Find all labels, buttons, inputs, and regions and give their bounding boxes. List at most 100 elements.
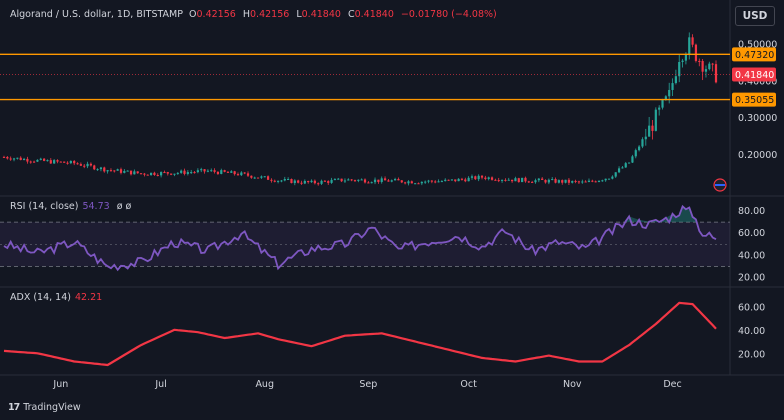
candle-body bbox=[126, 170, 129, 172]
candle-body bbox=[29, 161, 32, 163]
high-label: H bbox=[242, 9, 250, 20]
candle-body bbox=[544, 179, 547, 183]
candle-body bbox=[303, 180, 306, 184]
candle-body bbox=[89, 163, 93, 166]
candle-body bbox=[230, 171, 233, 173]
candle-body bbox=[648, 125, 651, 137]
candle-body bbox=[246, 173, 250, 176]
candle-body bbox=[681, 60, 684, 62]
candle-body bbox=[510, 179, 514, 182]
candle-body bbox=[494, 179, 497, 181]
candle-body bbox=[521, 177, 524, 183]
level-label: 0.47320 bbox=[735, 50, 774, 61]
high-value: 0.42156 bbox=[250, 9, 290, 20]
rsi-tick-label: 60.00 bbox=[738, 228, 765, 239]
candle-body bbox=[454, 179, 457, 182]
candle-body bbox=[143, 173, 146, 175]
candle-body bbox=[497, 180, 500, 182]
price-tick-label: 0.40000 bbox=[738, 76, 777, 87]
candle-body bbox=[534, 180, 537, 183]
candle-body bbox=[547, 179, 550, 183]
candle-body bbox=[49, 160, 52, 164]
candle-body bbox=[333, 179, 337, 181]
candle-body bbox=[380, 178, 383, 182]
candle-body bbox=[390, 180, 393, 182]
candle-body bbox=[574, 180, 577, 182]
candle-body bbox=[360, 179, 363, 181]
candle-body bbox=[587, 180, 591, 182]
candle-body bbox=[551, 179, 554, 181]
candle-body bbox=[46, 160, 49, 162]
level-tag bbox=[732, 92, 776, 107]
candle-body bbox=[317, 183, 320, 185]
candle-body bbox=[507, 179, 510, 181]
candle-body bbox=[203, 169, 206, 172]
candle-body bbox=[601, 180, 604, 182]
candle-body bbox=[464, 179, 467, 182]
candle-body bbox=[701, 61, 704, 72]
candle-body bbox=[36, 159, 39, 162]
candle-body bbox=[457, 178, 460, 182]
candle-body bbox=[153, 172, 156, 175]
candle-body bbox=[233, 171, 236, 175]
candle-body bbox=[658, 107, 661, 110]
candle-body bbox=[190, 172, 193, 174]
currency-button[interactable]: USD bbox=[735, 6, 775, 26]
candle-body bbox=[119, 169, 123, 173]
candle-body bbox=[223, 170, 226, 172]
candle-body bbox=[287, 178, 290, 180]
rsi-extra: ø ø bbox=[116, 201, 132, 212]
adx-tick-label: 40.00 bbox=[738, 326, 765, 337]
candle-body bbox=[577, 181, 581, 183]
candle-body bbox=[56, 160, 59, 162]
candle-body bbox=[193, 172, 196, 174]
candle-body bbox=[393, 179, 397, 181]
candle-body bbox=[611, 176, 614, 179]
adx-value: 42.21 bbox=[74, 292, 103, 303]
candles bbox=[2, 32, 718, 186]
candle-body bbox=[691, 37, 694, 45]
candle-body bbox=[300, 182, 303, 184]
candle-body bbox=[139, 173, 143, 175]
candle-body bbox=[2, 156, 6, 158]
x-tick-label: Nov bbox=[563, 379, 582, 390]
candle-body bbox=[93, 165, 96, 170]
rsi-legend[interactable]: RSI (14, close) 54.73 ø ø bbox=[10, 201, 131, 212]
open-value: 0.42156 bbox=[196, 9, 236, 20]
candle-body bbox=[604, 178, 607, 181]
candle-body bbox=[96, 169, 99, 171]
candle-body bbox=[83, 165, 86, 167]
candle-body bbox=[340, 178, 343, 182]
candle-body bbox=[460, 178, 464, 180]
candle-body bbox=[434, 181, 437, 183]
candle-body bbox=[627, 162, 631, 164]
candle-body bbox=[654, 109, 657, 131]
candle-body bbox=[567, 179, 571, 183]
adx-legend[interactable]: ADX (14, 14) 42.21 bbox=[10, 292, 102, 303]
close-label: C bbox=[347, 9, 355, 20]
candle-body bbox=[350, 179, 353, 181]
candle-body bbox=[404, 182, 407, 184]
candle-body bbox=[9, 158, 12, 160]
branding-text: TradingView bbox=[23, 402, 81, 413]
candle-body bbox=[39, 158, 42, 160]
candle-body bbox=[337, 178, 340, 180]
branding[interactable]: 17 TradingView bbox=[8, 402, 81, 413]
candle-body bbox=[664, 96, 667, 100]
candle-body bbox=[594, 181, 597, 183]
candle-body bbox=[260, 176, 263, 178]
candle-body bbox=[266, 176, 270, 180]
candle-body bbox=[504, 179, 507, 181]
level-label: 0.35055 bbox=[735, 95, 774, 106]
price-tick-label: 0.50000 bbox=[738, 39, 777, 50]
candle-body bbox=[541, 178, 544, 180]
candle-body bbox=[196, 170, 199, 173]
candle-body bbox=[668, 89, 671, 97]
candle-body bbox=[347, 179, 350, 181]
x-tick-label: Oct bbox=[460, 379, 477, 390]
candle-body bbox=[524, 177, 527, 182]
candle-body bbox=[106, 170, 109, 172]
candle-body bbox=[387, 180, 390, 182]
candle-body bbox=[99, 167, 103, 170]
candle-body bbox=[490, 177, 494, 180]
